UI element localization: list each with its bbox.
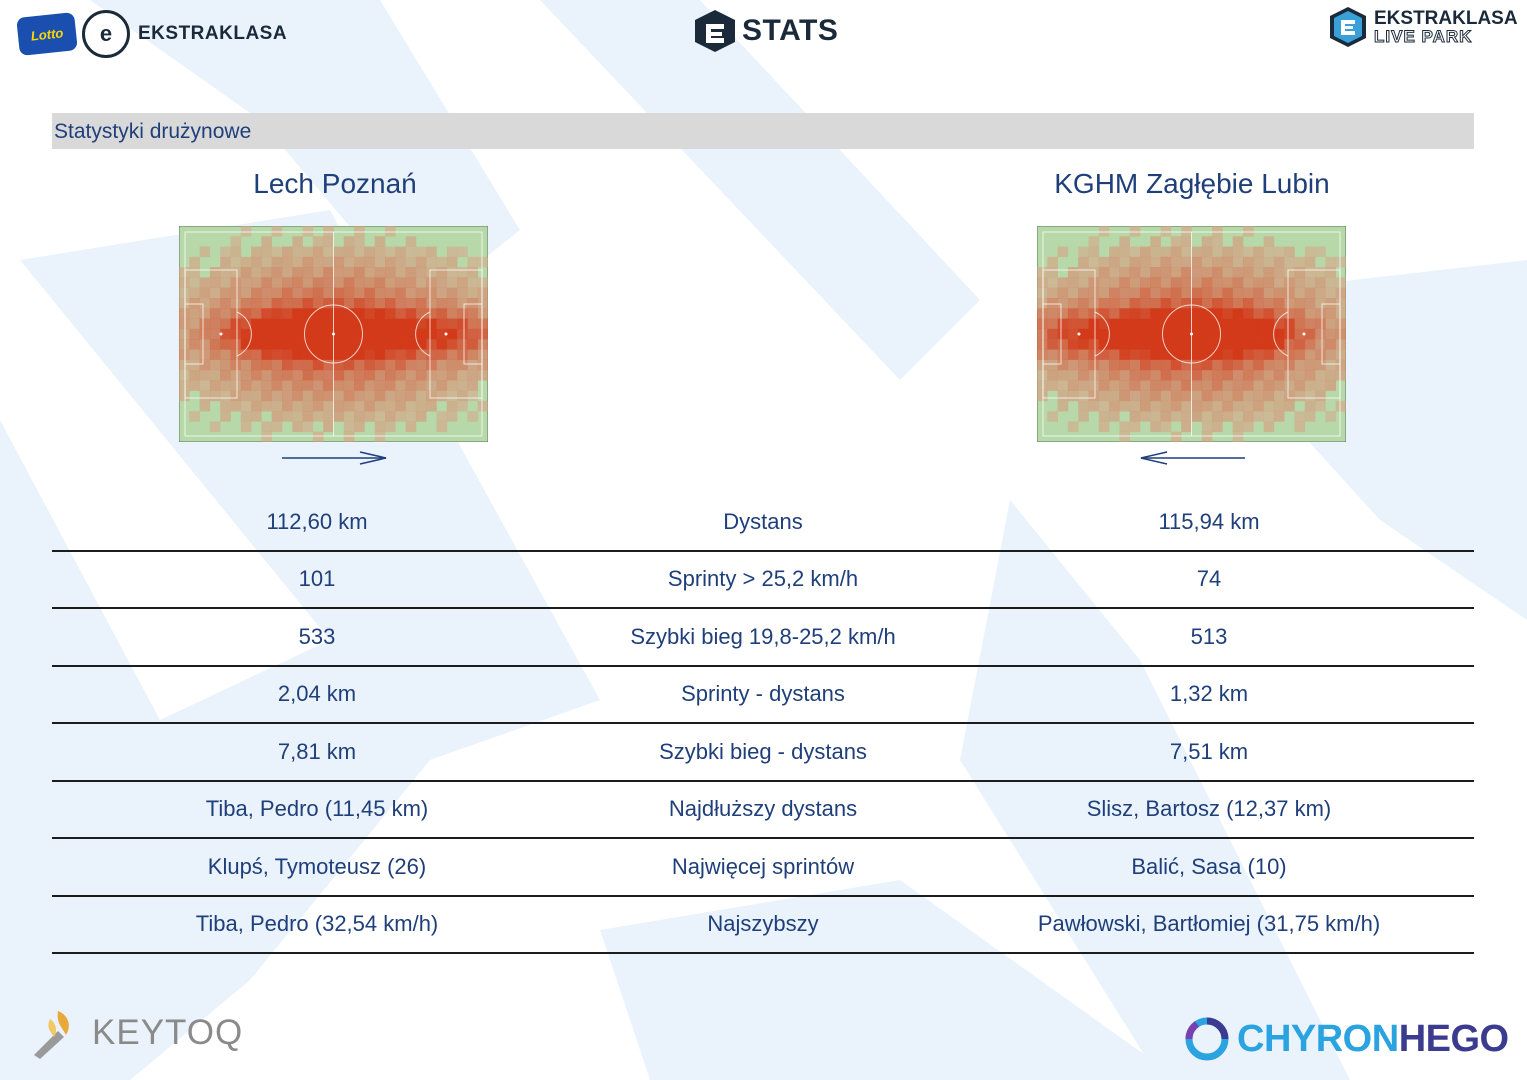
stat-label: Sprinty - dystans [681, 681, 845, 707]
stat-right-value: 7,51 km [1169, 738, 1249, 764]
section-title: Statystyki drużynowe [54, 120, 252, 143]
heatmap-pitch-right [1037, 226, 1346, 442]
team-name-right: KGHM Zagłębie Lubin [1054, 168, 1330, 199]
attack-direction-arrow-left-icon [1140, 451, 1245, 465]
lotto-badge: Lotto [16, 12, 78, 56]
stats-row-sprint-distance: 2,04 km Sprinty - dystans 1,32 km [52, 667, 1474, 724]
stat-left-value: 533 [298, 623, 336, 649]
stat-left-value: Tiba, Pedro (11,45 km) [205, 796, 429, 822]
stats-row-fast-run-distance: 7,81 km Szybki bieg - dystans 7,51 km [52, 724, 1474, 782]
team-name-left: Lech Poznań [253, 168, 417, 199]
stat-right-value: Balić, Sasa (10) [1131, 853, 1287, 879]
ekstraklasa-logo-text: EKSTRAKLASA [138, 23, 288, 44]
live-park-logo-line1: EKSTRAKLASA [1374, 8, 1518, 29]
estats-logo: STATS [692, 8, 838, 54]
stat-label: Szybki bieg 19,8-25,2 km/h [630, 623, 896, 649]
chyronhego-ring-icon [1185, 1017, 1229, 1061]
chyronhego-logo: CHYRONHEGO [1183, 1015, 1509, 1063]
keytoq-logo-text: KEYTOQ [92, 1013, 244, 1052]
team-stats-table: 112,60 km Dystans 115,94 km 101 Sprinty … [52, 494, 1474, 954]
section-header: Statystyki drużynowe [52, 113, 1474, 149]
chyronhego-text-a: CHYRON [1237, 1017, 1399, 1060]
stat-left-value: Klupś, Tymoteusz (26) [207, 853, 427, 879]
live-park-shield-icon [1330, 7, 1366, 47]
e-shield-icon [695, 10, 735, 52]
stats-row-distance: 112,60 km Dystans 115,94 km [52, 494, 1474, 552]
ekstraklasa-logo: Lotto e EKSTRAKLASA [16, 10, 288, 58]
heatmap-pitch-left [179, 226, 488, 442]
stat-label: Szybki bieg - dystans [659, 738, 867, 764]
stat-left-value: 2,04 km [277, 681, 357, 707]
stats-row-most-sprints: Klupś, Tymoteusz (26) Najwięcej sprintów… [52, 839, 1474, 897]
live-park-logo: EKSTRAKLASA LIVE PARK [1328, 6, 1518, 48]
stat-right-value: 74 [1196, 566, 1222, 592]
stats-row-fastest: Tiba, Pedro (32,54 km/h) Najszybszy Pawł… [52, 897, 1474, 954]
stat-label: Najdłuższy dystans [668, 796, 858, 822]
ball-icon: e [82, 10, 130, 58]
stat-left-value: 112,60 km [266, 508, 368, 534]
stat-left-value: 101 [298, 566, 336, 592]
stat-label: Sprinty > 25,2 km/h [667, 566, 859, 592]
stat-left-value: 7,81 km [277, 738, 357, 764]
attack-direction-arrow-right-icon [282, 451, 387, 465]
keytoq-mark-icon [34, 1011, 69, 1059]
estats-logo-text: STATS [742, 14, 839, 47]
chyronhego-text-b: HEGO [1398, 1017, 1509, 1060]
live-park-logo-line2: LIVE PARK [1374, 27, 1473, 46]
keytoq-logo: KEYTOQ [28, 1005, 243, 1061]
stats-row-fast-runs: 533 Szybki bieg 19,8-25,2 km/h 513 [52, 609, 1474, 667]
chyronhego-logo-text: CHYRONHEGO [1237, 1018, 1509, 1061]
stat-right-value: 513 [1190, 623, 1228, 649]
stat-right-value: Slisz, Bartosz (12,37 km) [1086, 796, 1332, 822]
stat-right-value: 1,32 km [1169, 681, 1249, 707]
stat-label: Najwięcej sprintów [671, 853, 855, 879]
stat-left-value: Tiba, Pedro (32,54 km/h) [195, 911, 439, 937]
stats-row-longest-distance: Tiba, Pedro (11,45 km) Najdłuższy dystan… [52, 782, 1474, 839]
stats-row-sprints: 101 Sprinty > 25,2 km/h 74 [52, 552, 1474, 609]
stat-label: Najszybszy [707, 911, 819, 937]
stat-label: Dystans [723, 508, 803, 534]
stat-right-value: 115,94 km [1158, 508, 1260, 534]
stat-right-value: Pawłowski, Bartłomiej (31,75 km/h) [1037, 911, 1381, 937]
